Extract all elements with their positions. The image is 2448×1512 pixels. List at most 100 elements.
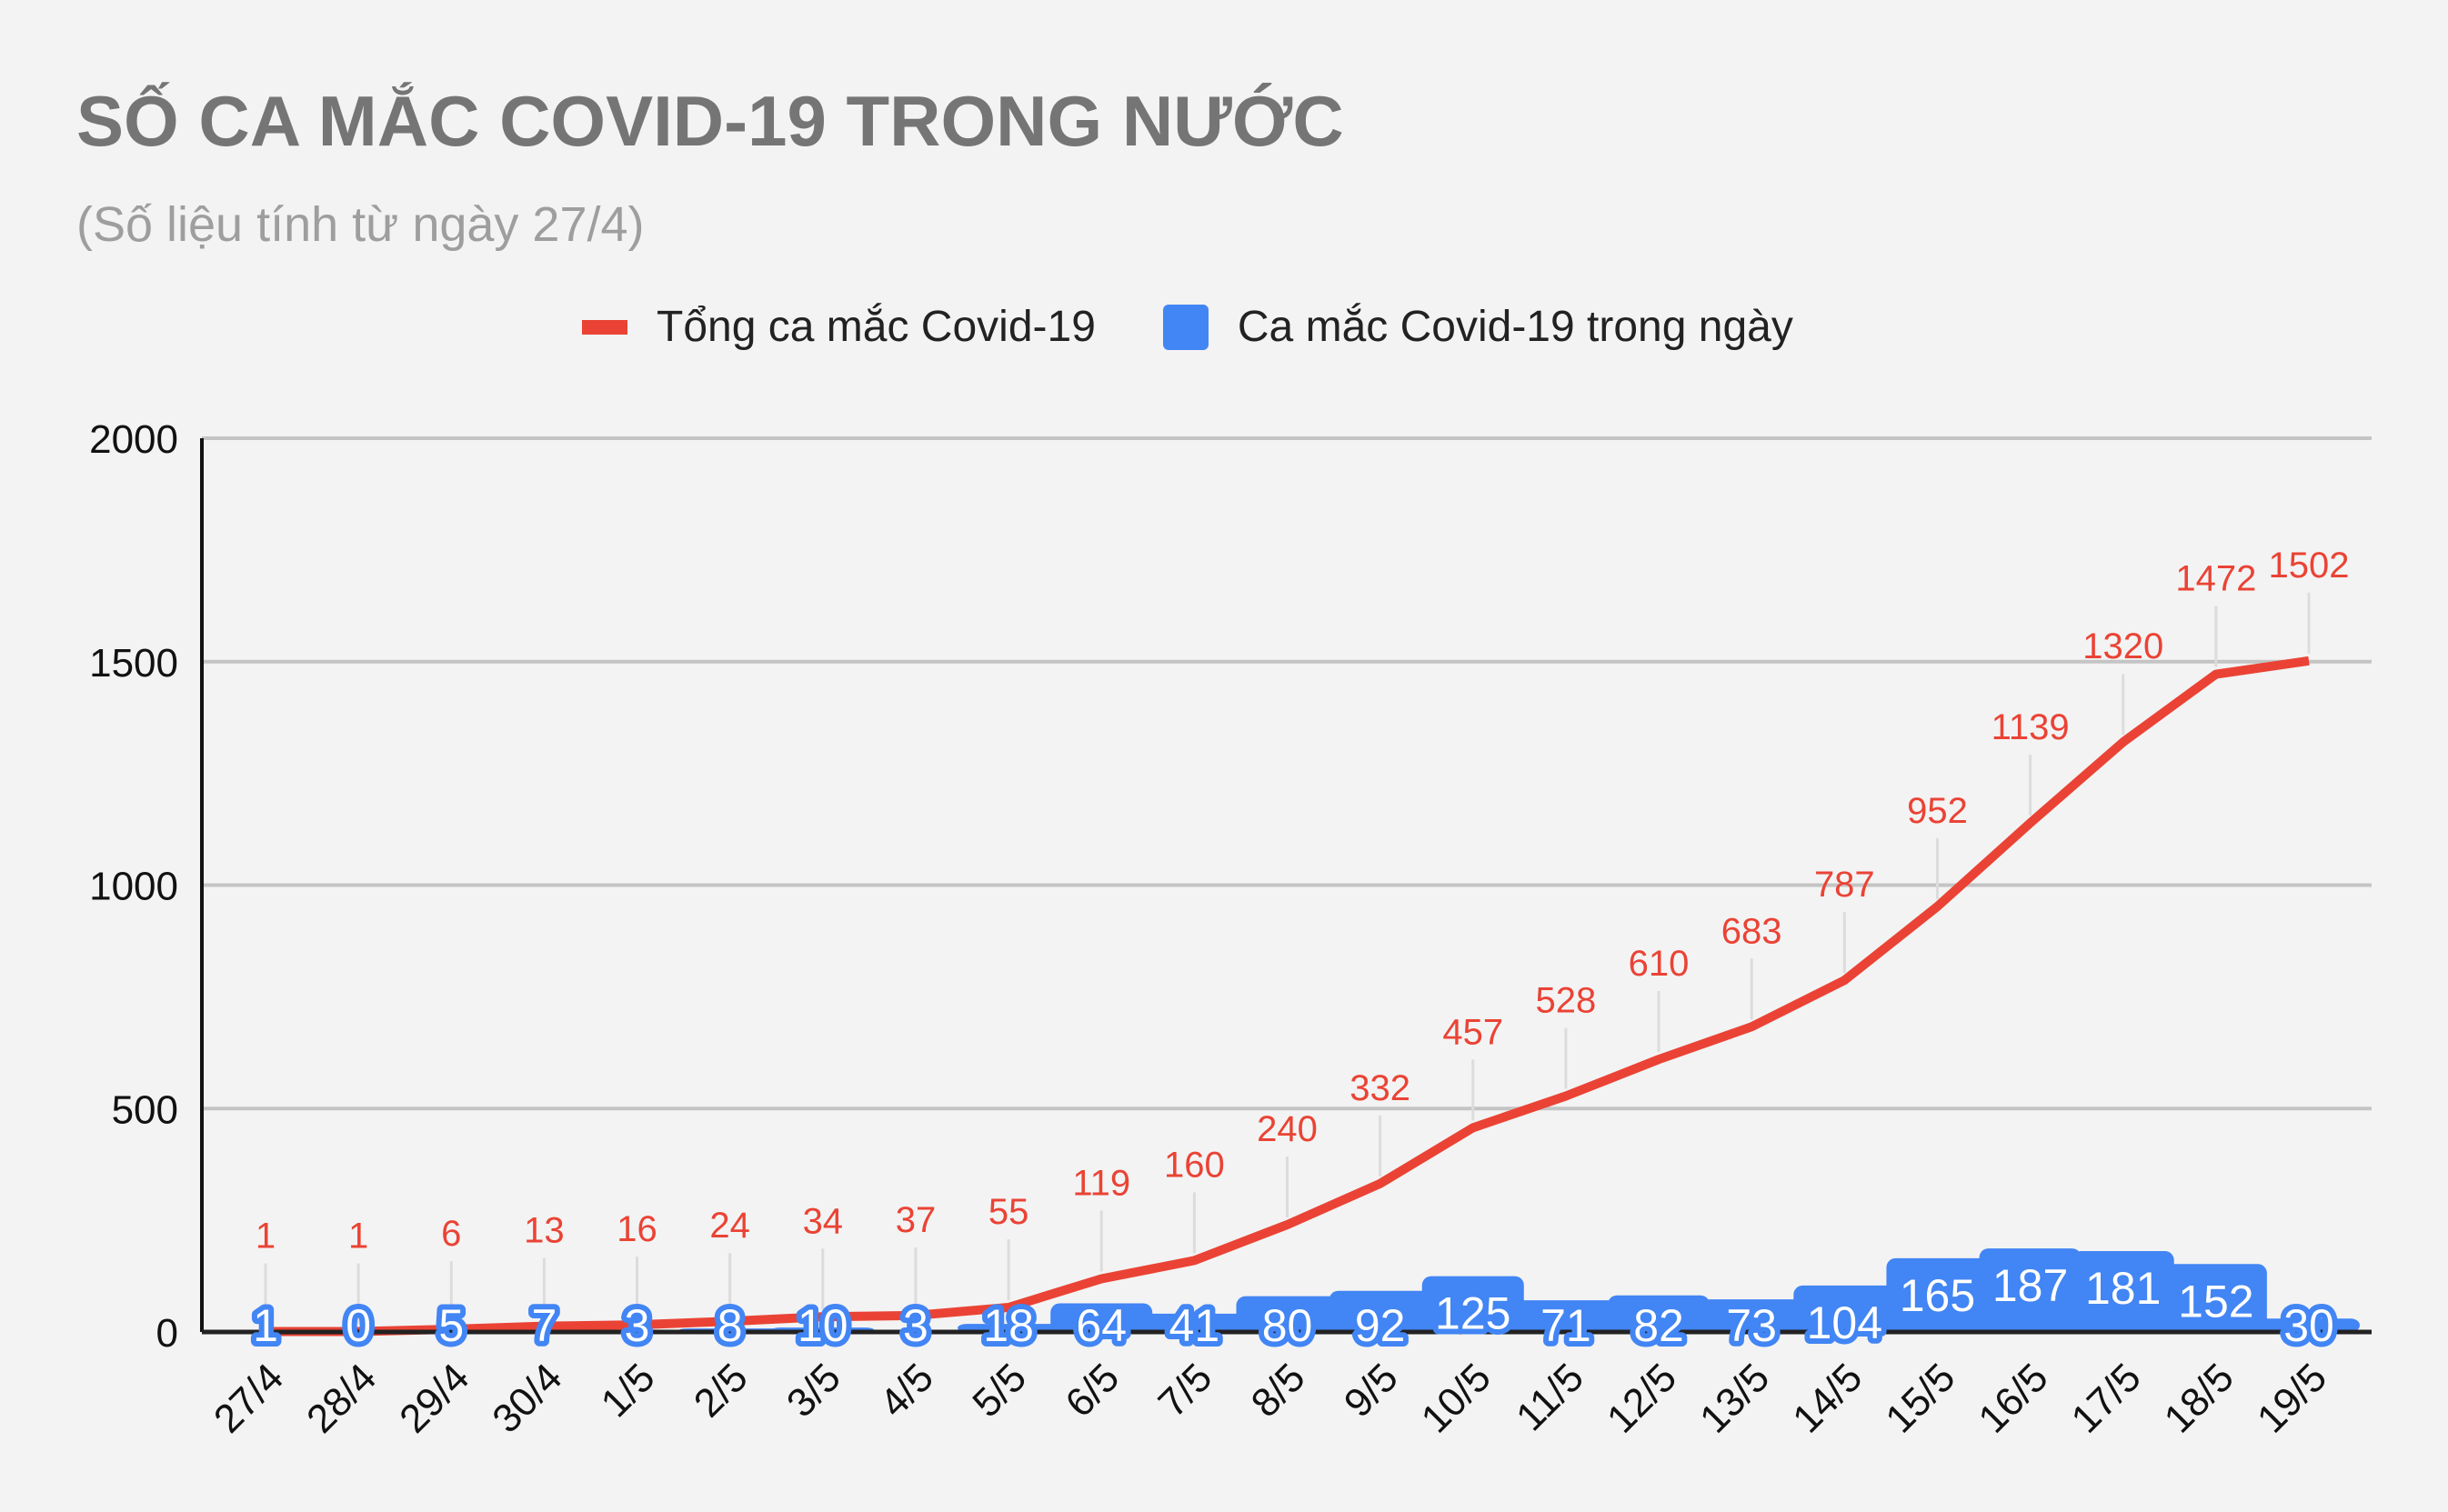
legend-label-total: Tổng ca mắc Covid-19	[657, 303, 1096, 351]
daily-value-label: 1	[253, 1300, 278, 1351]
x-tick-label: 3/5	[778, 1355, 849, 1426]
total-value-label: 240	[1257, 1109, 1318, 1149]
x-tick-label: 7/5	[1150, 1355, 1221, 1426]
daily-value-label: 82	[1633, 1300, 1684, 1351]
x-tick-label: 27/4	[206, 1355, 292, 1441]
bar[interactable]	[2258, 1318, 2360, 1332]
daily-value-label: 10	[798, 1300, 848, 1351]
total-value-label: 610	[1629, 944, 1690, 984]
x-tick-label: 19/5	[2249, 1355, 2335, 1441]
bar[interactable]	[1143, 1313, 1246, 1332]
daily-bars	[215, 1248, 2360, 1332]
bar[interactable]	[1886, 1257, 1989, 1332]
bar[interactable]	[1608, 1295, 1711, 1332]
gridlines	[202, 436, 2372, 1111]
y-tick-label: 0	[156, 1311, 178, 1356]
daily-value-label: 5	[438, 1300, 464, 1351]
y-tick-label: 2000	[89, 417, 178, 462]
label-leader-lines	[264, 592, 2311, 1325]
daily-value-label: 18	[983, 1300, 1034, 1351]
total-value-label: 332	[1349, 1068, 1410, 1108]
y-tick-label: 1500	[89, 641, 178, 686]
total-value-label: 160	[1164, 1145, 1225, 1185]
total-value-label: 1320	[2082, 626, 2163, 666]
bar[interactable]	[1701, 1299, 1803, 1332]
daily-value-label: 181	[2085, 1263, 2161, 1314]
bar[interactable]	[1514, 1300, 1617, 1332]
daily-value-label: 125	[1435, 1288, 1510, 1339]
total-value-label: 13	[524, 1211, 565, 1251]
x-tick-label: 10/5	[1413, 1355, 1500, 1441]
bar[interactable]	[2072, 1251, 2174, 1332]
total-line-path[interactable]	[266, 656, 2310, 1337]
total-value-label: 6	[441, 1214, 461, 1254]
daily-value-label: 8	[717, 1300, 743, 1351]
chart-subtitle: (Số liệu tính từ ngày 27/4)	[76, 197, 645, 252]
x-tick-label: 17/5	[2063, 1355, 2150, 1441]
legend-label-daily: Ca mắc Covid-19 trong ngày	[1237, 303, 1793, 351]
x-tick-label: 9/5	[1336, 1355, 1407, 1426]
total-value-label: 24	[709, 1206, 750, 1246]
daily-value-label: 187	[1992, 1260, 2068, 1311]
x-tick-label: 4/5	[871, 1355, 942, 1426]
x-axis-labels: 27/4 28/4 29/4 30/4 1/5 2/5 3/5 4/5 5/5 6/5 7/5 8/5…	[206, 1355, 2335, 1441]
x-tick-label: 6/5	[1057, 1355, 1128, 1426]
x-tick-label: 13/5	[1691, 1355, 1778, 1441]
x-tick-label: 1/5	[593, 1355, 664, 1426]
total-value-label: 119	[1072, 1164, 1130, 1204]
daily-value-label: 71	[1540, 1300, 1591, 1351]
total-value-label: 1139	[1992, 707, 2070, 747]
chart-title: SỐ CA MẮC COVID-19 TRONG NƯỚC	[76, 81, 1344, 161]
x-tick-label: 28/4	[298, 1355, 385, 1441]
total-value-label: 1502	[2269, 546, 2350, 586]
x-tick-label: 16/5	[1970, 1355, 2056, 1441]
legend-item-total[interactable]: Tổng ca mắc Covid-19	[582, 302, 1096, 352]
daily-value-label: 104	[1807, 1297, 1882, 1348]
total-value-label: 683	[1721, 911, 1782, 951]
daily-value-label: 92	[1355, 1300, 1406, 1351]
x-tick-label: 29/4	[391, 1355, 477, 1441]
bar[interactable]	[1793, 1285, 1896, 1332]
x-tick-label: 11/5	[1508, 1355, 1592, 1439]
axes	[200, 438, 2372, 1335]
total-value-label: 37	[896, 1200, 937, 1240]
y-tick-label: 1000	[89, 865, 178, 909]
x-tick-label: 5/5	[964, 1355, 1035, 1426]
bar[interactable]	[1236, 1296, 1339, 1332]
line-swatch-icon	[582, 319, 627, 335]
total-value-label: 787	[1814, 865, 1875, 905]
total-line	[266, 656, 2310, 1337]
daily-value-label: 64	[1076, 1300, 1127, 1351]
daily-value-label: 30	[2283, 1300, 2334, 1351]
legend: Tổng ca mắc Covid-19 Ca mắc Covid-19 tro…	[582, 302, 1861, 352]
y-tick-label: 500	[112, 1087, 178, 1132]
bar[interactable]	[1050, 1303, 1153, 1332]
x-tick-label: 30/4	[484, 1355, 570, 1441]
daily-value-label: 3	[903, 1300, 928, 1351]
total-value-label: 457	[1442, 1012, 1503, 1052]
total-value-label: 1	[256, 1217, 276, 1257]
bar[interactable]	[2164, 1264, 2267, 1332]
x-tick-label: 12/5	[1599, 1355, 1685, 1441]
daily-value-label: 0	[346, 1300, 371, 1351]
total-value-label: 1	[348, 1217, 368, 1257]
y-axis-labels: 0 500 1000 1500 2000	[89, 417, 178, 1356]
total-value-label: 1472	[2175, 559, 2256, 599]
daily-value-label: 7	[532, 1300, 557, 1351]
daily-value-label: 152	[2178, 1276, 2253, 1327]
daily-value-label: 3	[625, 1300, 650, 1351]
bar[interactable]	[1421, 1276, 1524, 1332]
daily-value-label: 80	[1262, 1300, 1313, 1351]
bar[interactable]	[1329, 1290, 1431, 1332]
bar-swatch-icon	[1162, 304, 1209, 350]
x-tick-label: 15/5	[1877, 1355, 1963, 1441]
total-value-label: 34	[803, 1201, 844, 1241]
daily-value-label: 73	[1726, 1300, 1777, 1351]
x-tick-label: 14/5	[1784, 1355, 1871, 1441]
daily-value-label: 41	[1169, 1300, 1220, 1351]
bar[interactable]	[1979, 1248, 2082, 1332]
legend-item-daily[interactable]: Ca mắc Covid-19 trong ngày	[1162, 302, 1793, 352]
